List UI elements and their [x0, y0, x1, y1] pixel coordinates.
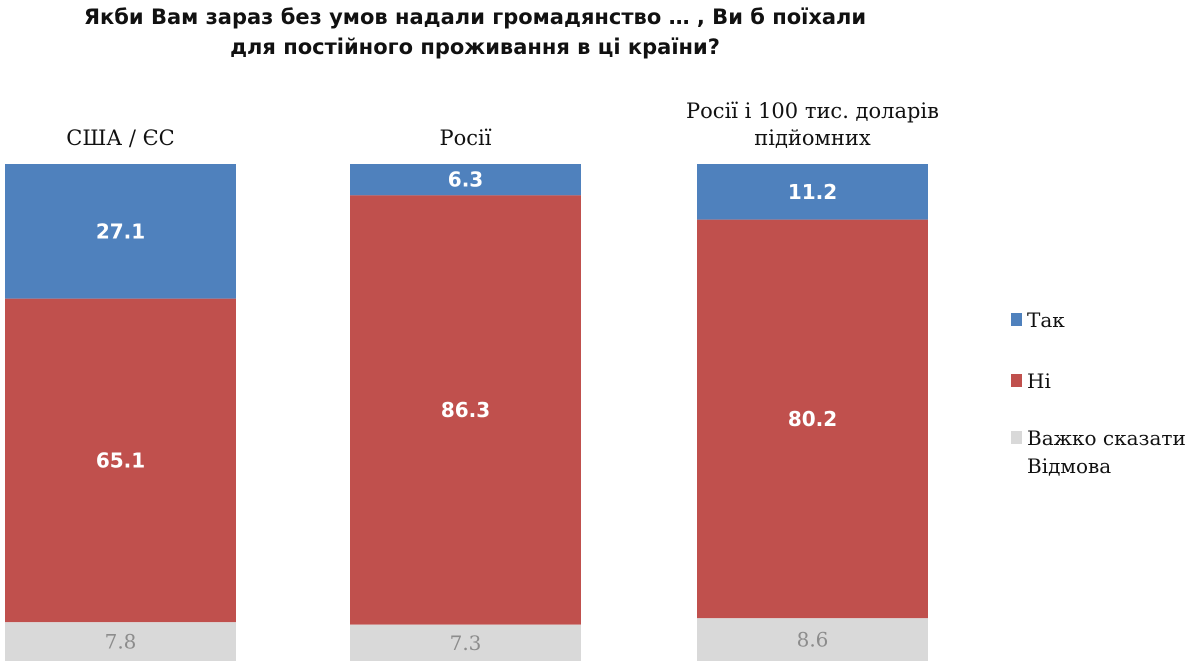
legend-swatch: [1011, 431, 1022, 444]
legend-swatch: [1011, 374, 1022, 387]
data-label: 27.1: [96, 219, 145, 243]
data-label: 11.2: [788, 180, 837, 204]
data-label: 7.3: [450, 631, 482, 655]
legend-label: Ні: [1027, 369, 1051, 393]
legend: Так Ні Важко сказати Відмова: [1011, 308, 1186, 478]
data-label: 80.2: [788, 407, 837, 431]
category-label: підйомних: [754, 126, 871, 150]
data-label: 65.1: [96, 448, 145, 472]
legend-label: Так: [1027, 308, 1065, 332]
bar-segment: [5, 164, 236, 299]
chart-title-line-2: для постійного проживання в ці країни?: [230, 35, 720, 59]
legend-label: Відмова: [1027, 454, 1111, 478]
bar-segment: [697, 618, 928, 661]
legend-label: Важко сказати: [1027, 426, 1186, 450]
bars-layer: [5, 164, 928, 661]
category-label: Росії і 100 тис. доларів: [686, 99, 939, 123]
bar-segment: [697, 164, 928, 220]
bar-segment: [5, 622, 236, 661]
category-label: Росії: [440, 126, 492, 150]
bar-segment: [350, 624, 581, 661]
bar-segment: [5, 298, 236, 623]
bar-segment: [350, 164, 581, 196]
data-label: 8.6: [797, 628, 829, 652]
bar-segment: [697, 219, 928, 619]
data-label: 86.3: [441, 398, 490, 422]
data-label: 6.3: [448, 168, 483, 192]
data-label: 7.8: [105, 630, 137, 654]
labels-layer: США / ЄС 27.1 65.1 7.8 Росії 6.3 86.3 7.3 Росії …: [66, 99, 939, 655]
chart-title-line-1: Якби Вам зараз без умов надали громадянс…: [83, 5, 867, 29]
chart-title: Якби Вам зараз без умов надали громадянс…: [0, 2, 950, 62]
legend-swatch: [1011, 313, 1022, 326]
category-label: США / ЄС: [66, 126, 175, 150]
bar-segment: [350, 195, 581, 625]
